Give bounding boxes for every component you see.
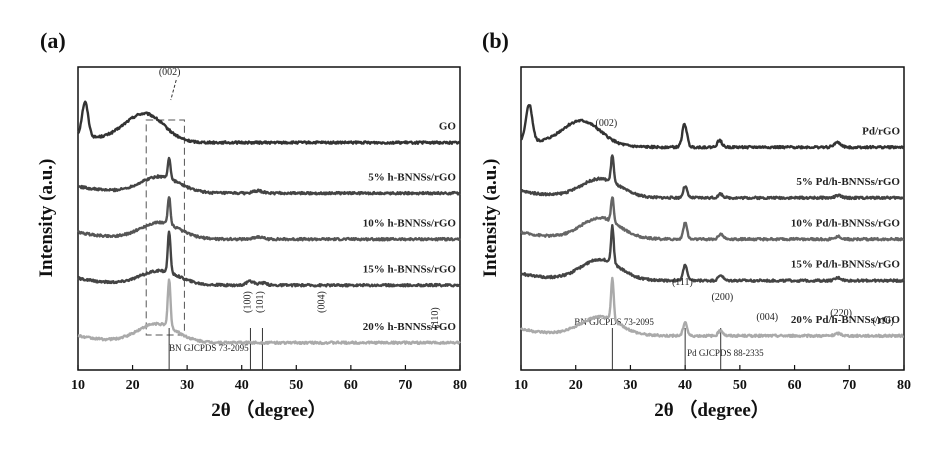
- panel-b-letter: (b): [482, 28, 509, 53]
- peak-annotation: (100): [242, 291, 253, 313]
- panel-a-reference-lines: BN GJCPDS 73-2095: [168, 328, 263, 370]
- series-label: 5% h-BNNSs/rGO: [368, 171, 456, 183]
- reference-label: Pd GJCPDS 88-2335: [687, 348, 764, 358]
- peak-annotation: (002): [159, 67, 181, 78]
- panel-b-y-axis-title: Intensity (a.u.): [480, 159, 501, 278]
- x-tick-label: 70: [398, 378, 412, 393]
- panel-a-letter: (a): [40, 28, 66, 53]
- highlight-box: [145, 119, 185, 336]
- series-line: [77, 230, 461, 288]
- series-label: 20% Pd/h-BNNSs/rGO: [791, 314, 901, 326]
- x-tick-label: 10: [71, 378, 85, 393]
- x-tick-label: 50: [289, 378, 303, 393]
- peak-annotation: (110): [873, 316, 894, 327]
- peak-annotation: (200): [712, 292, 734, 303]
- x-tick-label: 50: [733, 378, 747, 393]
- x-tick-label: 40: [235, 378, 249, 393]
- x-tick-label: 60: [344, 378, 358, 393]
- series-label: 10% Pd/h-BNNSs/rGO: [791, 217, 901, 229]
- panel-a-curves: [77, 100, 461, 345]
- series-line: [520, 196, 905, 242]
- x-tick-label: 80: [453, 378, 467, 393]
- x-tick-label: 20: [126, 378, 140, 393]
- x-tick-label: 70: [842, 378, 856, 393]
- series-line: [77, 278, 461, 345]
- panel-a-frame: [77, 66, 461, 371]
- panel-a-series-labels: GO 5% h-BNNSs/rGO 10% h-BNNSs/rGO 15% h-BNN…: [363, 121, 457, 333]
- panel-a-y-axis-title: Intensity (a.u.): [36, 159, 57, 278]
- series-label: 10% h-BNNSs/rGO: [363, 217, 457, 229]
- panel-b-x-ticks: 10 20 30 40 50 60 70 80: [514, 365, 911, 393]
- panel-b: (b) BN GJCPDS 73-2095 Pd GJCPDS 88-2335 1…: [480, 28, 911, 421]
- panel-a-x-ticks: 10 20 30 40 50 60 70 80: [71, 365, 467, 393]
- panel-b-series-labels: Pd/rGO 5% Pd/h-BNNSs/rGO 10% Pd/h-BNNSs/rG…: [791, 125, 901, 326]
- series-line: [77, 156, 461, 196]
- panel-b-curves: [519, 104, 905, 339]
- peak-annotation: (110): [430, 307, 441, 328]
- panel-a-highlight-box: [145, 119, 185, 336]
- peak-annotation: (004): [317, 291, 328, 313]
- series-label: Pd/rGO: [862, 125, 900, 137]
- series-label: 20% h-BNNSs/rGO: [363, 321, 457, 333]
- series-line: [519, 276, 905, 339]
- series-label: 5% Pd/h-BNNSs/rGO: [796, 176, 900, 188]
- panel-a: (a) BN GJCPDS 73-2095 10 20 30 40 50 60 70 80 G…: [36, 28, 467, 421]
- panel-b-frame: [520, 66, 905, 371]
- annotation-arrow: [170, 79, 177, 101]
- series-label: 15% Pd/h-BNNSs/rGO: [791, 259, 901, 271]
- x-tick-label: 30: [623, 378, 637, 393]
- panel-b-reference-lines: BN GJCPDS 73-2095 Pd GJCPDS 88-2335: [574, 317, 764, 370]
- series-line: [520, 154, 905, 201]
- reference-label: BN GJCPDS 73-2095: [574, 317, 654, 327]
- x-tick-label: 80: [897, 378, 911, 393]
- peak-annotation: (111): [672, 277, 693, 288]
- panel-a-x-axis-title: 2θ （degree）: [211, 398, 327, 421]
- series-line: [77, 100, 461, 145]
- series-line: [520, 224, 905, 283]
- peak-annotation: (220): [830, 308, 852, 319]
- x-tick-label: 40: [678, 378, 692, 393]
- panel-b-annotations: (002) (111) (200) (004) (220) (110): [596, 118, 894, 327]
- series-line: [520, 104, 905, 150]
- panel-a-annotations: (002) (100) (101) (004) (110): [159, 67, 441, 329]
- series-label: GO: [439, 121, 457, 133]
- peak-annotation: (002): [596, 118, 618, 129]
- series-label: 15% h-BNNSs/rGO: [363, 263, 457, 275]
- peak-annotation: (101): [255, 291, 266, 313]
- x-tick-label: 10: [514, 378, 528, 393]
- reference-label: BN GJCPDS 73-2095: [169, 343, 249, 353]
- x-tick-label: 30: [180, 378, 194, 393]
- x-tick-label: 60: [788, 378, 802, 393]
- x-tick-label: 20: [569, 378, 583, 393]
- series-line: [77, 196, 461, 242]
- peak-annotation: (004): [756, 312, 778, 323]
- panel-b-x-axis-title: 2θ （degree）: [654, 398, 770, 421]
